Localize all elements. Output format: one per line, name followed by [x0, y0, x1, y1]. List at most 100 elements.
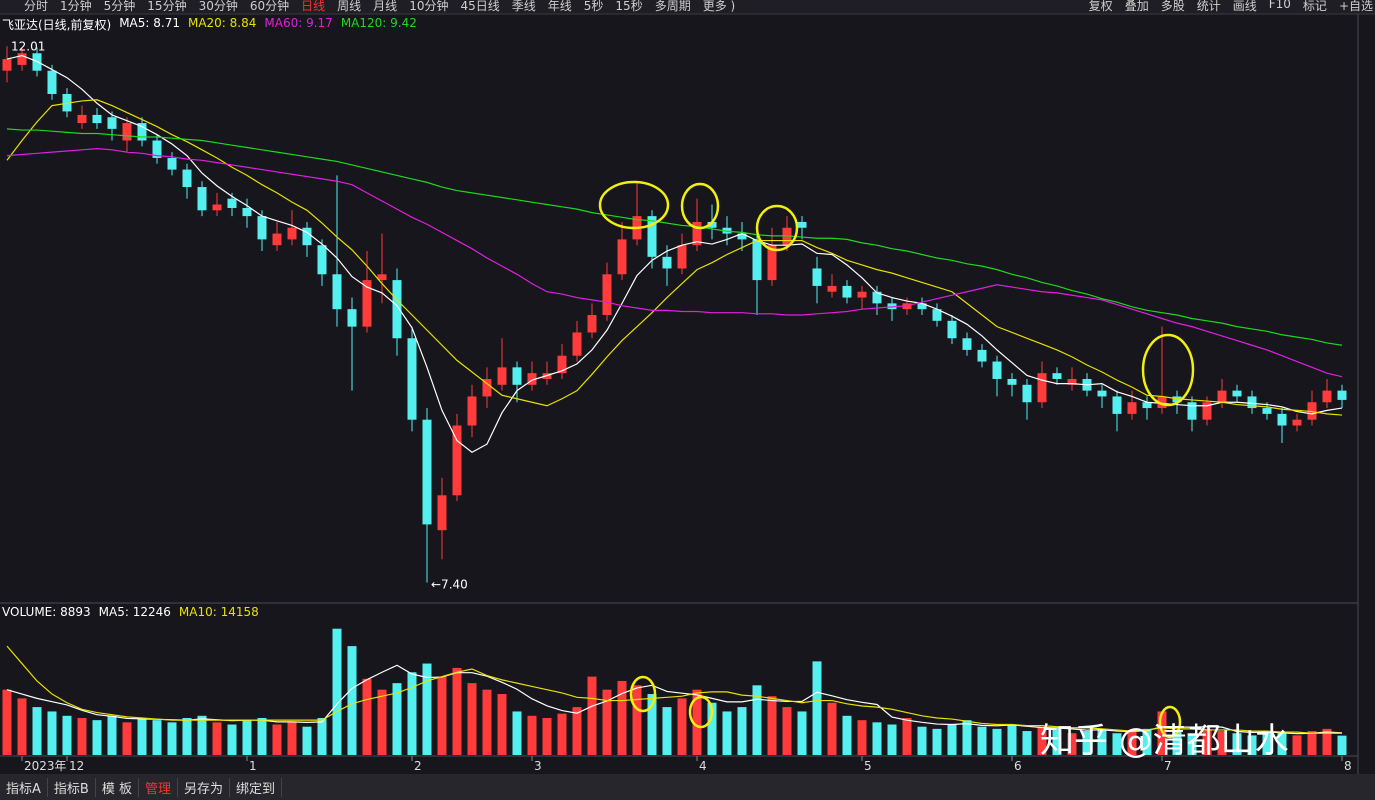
tab[interactable]: 1分钟: [60, 0, 92, 13]
candle-body: [467, 396, 477, 426]
volume-bar: [827, 702, 837, 755]
tab[interactable]: 模 板: [96, 777, 139, 797]
chart-title: 飞亚达(日线,前复权): [2, 18, 112, 32]
tab[interactable]: 叠加: [1124, 0, 1149, 13]
candle-body: [1202, 402, 1212, 420]
candle-body: [347, 309, 357, 327]
tab[interactable]: 季线: [511, 0, 536, 13]
candle-body: [197, 187, 207, 211]
volume-bar: [32, 707, 42, 755]
tab[interactable]: 分时: [24, 0, 49, 13]
volume-bar: [1202, 728, 1212, 755]
tab[interactable]: 另存为: [178, 777, 230, 797]
tab[interactable]: 多周期: [654, 0, 691, 13]
candle-body: [647, 216, 657, 257]
tab[interactable]: 指标B: [48, 777, 96, 797]
volume-bar: [257, 717, 267, 755]
candle-body: [1037, 373, 1047, 403]
volume-bar: [857, 720, 867, 755]
x-tick-label: 3: [534, 759, 542, 773]
tab[interactable]: 日线: [301, 0, 326, 13]
tab[interactable]: 多股: [1160, 0, 1185, 13]
candle-body: [317, 245, 327, 275]
volume-bar: [437, 676, 447, 755]
tab[interactable]: 5秒: [583, 0, 604, 13]
volume-bar: [407, 672, 417, 755]
highlight: [629, 675, 657, 713]
tab[interactable]: +自选: [1338, 0, 1373, 13]
volume-bar: [137, 717, 147, 755]
ma-line: [6, 148, 1343, 378]
candle-body: [437, 495, 447, 531]
tab[interactable]: 画线: [1232, 0, 1257, 13]
candle-body: [1112, 396, 1122, 414]
candle-body: [812, 268, 822, 286]
price-legend: 飞亚达(日线,前复权) MA5: 8.71 MA20: 8.84 MA60: 9.17…: [2, 16, 417, 33]
candle-body: [1067, 378, 1077, 385]
tab[interactable]: 5分钟: [103, 0, 136, 13]
toolbar-left: 分时 1分钟 5分钟 15分钟 30分钟 60分钟 日线 周线 月线 10分钟 45日线 季线 年线 5秒…: [24, 0, 735, 14]
legend-entry: MA5: 12246: [98, 605, 171, 619]
volume-bar: [1052, 728, 1062, 755]
tab[interactable]: 10分钟: [409, 0, 449, 13]
volume-bar: [917, 726, 927, 755]
highlight: [755, 204, 799, 252]
tab[interactable]: 45日线: [460, 0, 500, 13]
tab[interactable]: 标记: [1302, 0, 1327, 13]
volume-bar: [467, 683, 477, 755]
volume-bar: [737, 707, 747, 755]
tab[interactable]: 管理: [139, 777, 178, 797]
volume-bar: [632, 685, 642, 755]
tab[interactable]: 15分钟: [147, 0, 187, 13]
tab[interactable]: 月线: [373, 0, 398, 13]
volume-bar: [947, 724, 957, 755]
candle-body: [257, 216, 267, 240]
tab[interactable]: 绑定到: [230, 777, 283, 797]
volume-bar: [452, 667, 462, 755]
candle-body: [2, 59, 12, 71]
tab[interactable]: 统计: [1196, 0, 1221, 13]
tab[interactable]: 30分钟: [198, 0, 238, 13]
volume-bar: [47, 711, 57, 755]
tab[interactable]: 复权: [1088, 0, 1113, 13]
tab[interactable]: 更多 ): [702, 0, 736, 13]
volume-bar: [1172, 731, 1182, 755]
tab[interactable]: 指标A: [0, 777, 48, 797]
volume-bar: [332, 628, 342, 755]
volume-bar: [1067, 733, 1077, 755]
tab[interactable]: 60分钟: [249, 0, 290, 13]
volume-bar: [62, 715, 72, 755]
candle-body: [137, 123, 147, 141]
candle-body: [47, 70, 57, 94]
candle-body: [917, 303, 927, 310]
tab[interactable]: F10: [1268, 0, 1291, 11]
candle-body: [332, 274, 342, 310]
volume-bar: [182, 717, 192, 755]
volume-bar: [1217, 731, 1227, 755]
candle-body: [1187, 402, 1197, 420]
volume-bar: [167, 722, 177, 755]
volume-bar: [212, 722, 222, 755]
tab[interactable]: 周线: [337, 0, 362, 13]
volume-bar: [587, 676, 597, 755]
candle-body: [77, 114, 87, 124]
tab[interactable]: 15秒: [615, 0, 643, 13]
volume-bar: [1262, 731, 1272, 755]
candle-body: [287, 227, 297, 240]
candle-body: [962, 338, 972, 350]
candle-body: [1277, 413, 1287, 426]
x-tick-label: 2023年: [24, 759, 67, 773]
highlight: [1158, 705, 1182, 739]
volume-bar: [362, 678, 372, 755]
volume-bar: [392, 683, 402, 755]
volume-bar: [977, 726, 987, 755]
candle-body: [767, 245, 777, 281]
candle-body: [1262, 408, 1272, 414]
candle-body: [302, 227, 312, 246]
x-tick-label: 5: [864, 759, 872, 773]
candle-body: [212, 204, 222, 211]
tab[interactable]: 年线: [547, 0, 572, 13]
volume-bar: [1082, 731, 1092, 755]
candle-body: [152, 140, 162, 158]
